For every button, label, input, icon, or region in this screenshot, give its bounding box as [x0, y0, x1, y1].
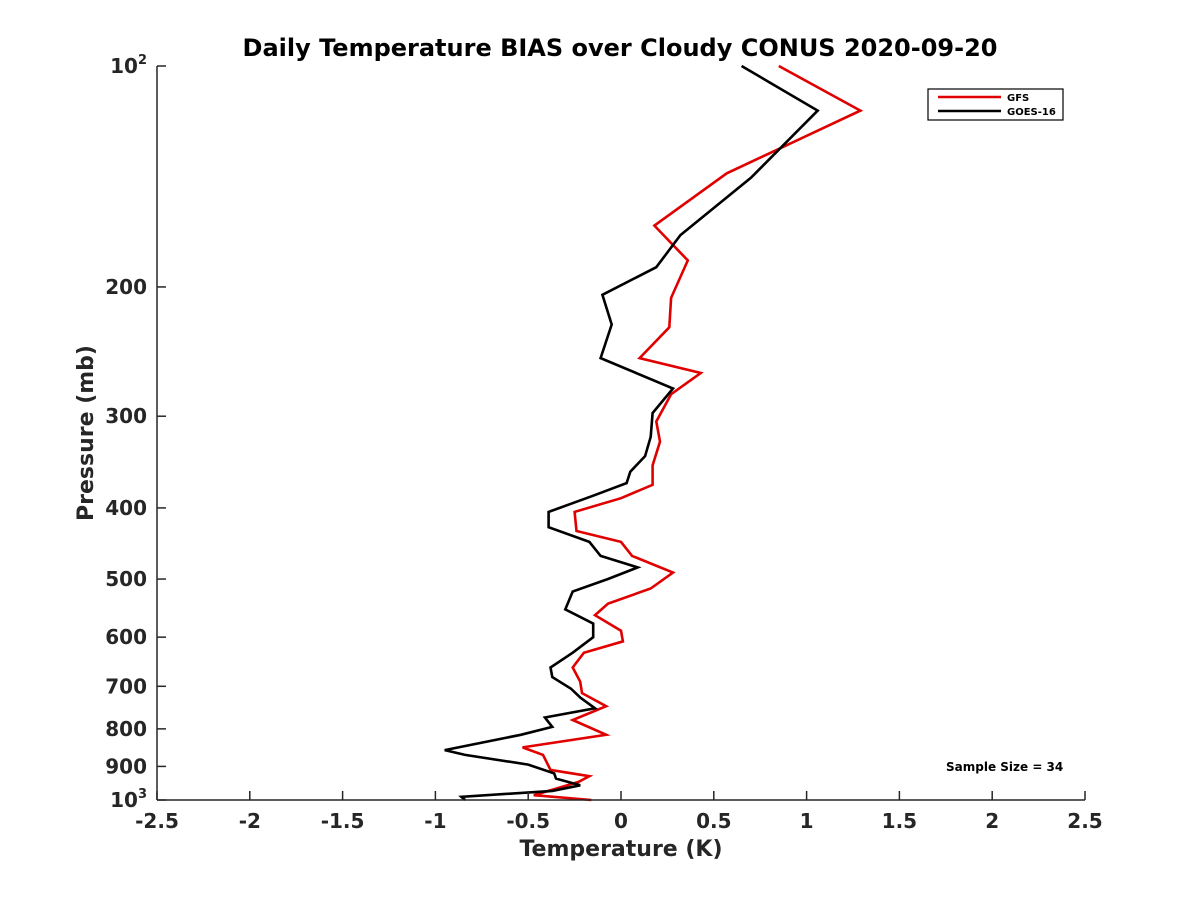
- x-tick-label: 0.5: [696, 809, 731, 833]
- legend-box: [927, 88, 1064, 121]
- y-tick-label: 103: [110, 787, 147, 812]
- y-tick-label: 800: [105, 717, 147, 741]
- y-tick-label: 500: [105, 567, 147, 591]
- series-line-gfs: [522, 64, 864, 802]
- x-axis-label: Temperature (K): [519, 837, 722, 862]
- x-tick-label: -2.5: [135, 809, 179, 833]
- y-tick-label: 200: [105, 275, 147, 299]
- y-tick-label: 700: [105, 674, 147, 698]
- chart-title: Daily Temperature BIAS over Cloudy CONUS…: [243, 34, 998, 62]
- x-tick-label: 2: [985, 809, 999, 833]
- x-tick-label: 2.5: [1067, 809, 1102, 833]
- y-tick-label: 900: [105, 754, 147, 778]
- x-tick-label: 0: [614, 809, 628, 833]
- y-axis-label: Pressure (mb): [74, 345, 99, 521]
- x-tick-label: 1.5: [882, 809, 917, 833]
- legend-label: GOES-16: [1007, 107, 1056, 118]
- y-tick-label: 300: [105, 404, 147, 428]
- sample-size-annotation: Sample Size = 34: [946, 760, 1063, 774]
- series-layer: [444, 64, 864, 802]
- legend: GFS GOES-16: [927, 88, 1064, 121]
- series-line-goes-16: [444, 64, 820, 801]
- x-tick-label: -1.5: [321, 809, 365, 833]
- legend-label: GFS: [1007, 93, 1029, 104]
- axes-layer: [156, 66, 1085, 801]
- x-tick-label: -1: [424, 809, 446, 833]
- x-tick-label: -2: [239, 809, 261, 833]
- x-ticks: -2.5 -2 -1.5 -1 -0.5 0 0.5 1 1.5 2 2.5: [135, 791, 1103, 833]
- y-tick-label: 600: [105, 625, 147, 649]
- x-tick-label: 1: [800, 809, 814, 833]
- x-tick-label: -0.5: [506, 809, 550, 833]
- y-tick-label: 102: [110, 53, 147, 78]
- y-ticks: 102 200 300 400 500 600 700 800 900 103: [105, 53, 166, 812]
- y-tick-label: 400: [105, 496, 147, 520]
